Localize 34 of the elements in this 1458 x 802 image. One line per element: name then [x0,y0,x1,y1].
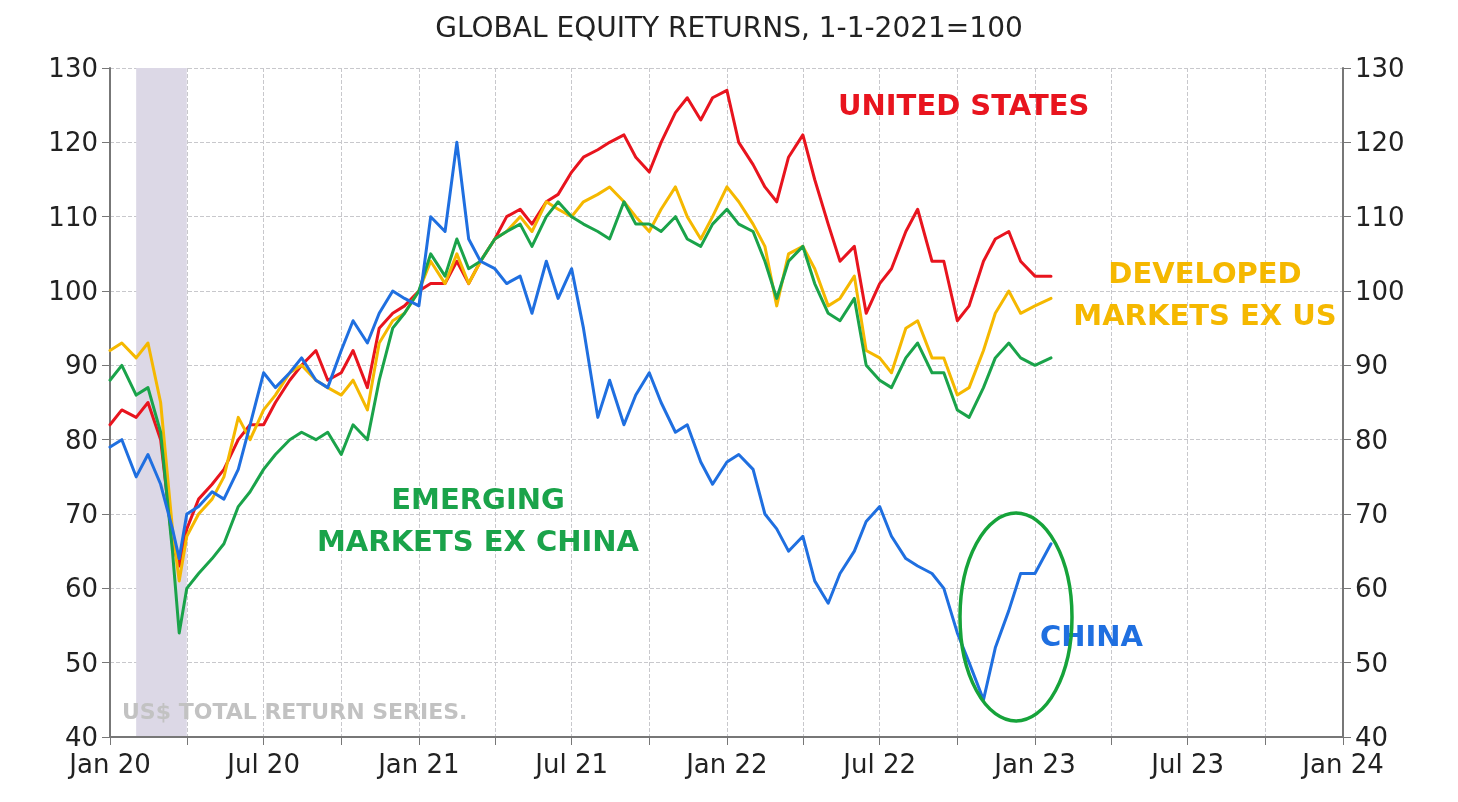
annotation: US$ TOTAL RETURN SERIES. [122,698,468,724]
x-tick-label: Jan 23 [992,749,1076,779]
y2-tick-label: 130 [1355,53,1405,83]
y-tick-label: 130 [48,53,98,83]
chart-title: GLOBAL EQUITY RETURNS, 1-1-2021=100 [435,10,1023,44]
y2-tick-label: 100 [1355,276,1405,306]
x-tick-label: Jan 22 [684,749,768,779]
y2-tick-label: 70 [1355,499,1389,529]
y-tick-label: 70 [64,499,98,529]
y2-tick-label: 90 [1355,350,1389,381]
y2-tick-label: 60 [1355,573,1389,604]
y-tick-label: 120 [48,127,98,158]
y2-tick-label: 120 [1355,127,1405,158]
y2-tick-label: 50 [1355,647,1389,678]
y-tick-label: 60 [64,573,98,604]
x-tick-label: Jul 21 [533,749,608,779]
y-tick-label: 110 [48,201,98,232]
x-tick-label: Jan 21 [376,749,460,779]
y-tick-label: 40 [64,722,98,752]
y2-tick-label: 110 [1355,201,1405,232]
y2-tick-label: 80 [1355,424,1389,455]
y-tick-label: 90 [64,350,98,381]
x-tick-label: Jul 23 [1149,749,1225,779]
series-label: UNITED STATES [838,88,1090,122]
y-tick-label: 80 [64,424,98,455]
y-tick-label: 100 [48,276,98,306]
series-label: EMERGING MARKETS EX CHINA [316,482,640,558]
series-label: DEVELOPED MARKETS EX US [1073,256,1337,332]
x-tick-label: Jan 20 [67,749,151,779]
y2-tick-label: 40 [1355,722,1389,752]
x-tick-label: Jan 24 [1300,749,1384,779]
y-tick-label: 50 [64,647,98,678]
x-tick-label: Jul 22 [841,749,917,779]
x-tick-label: Jul 20 [225,749,300,779]
